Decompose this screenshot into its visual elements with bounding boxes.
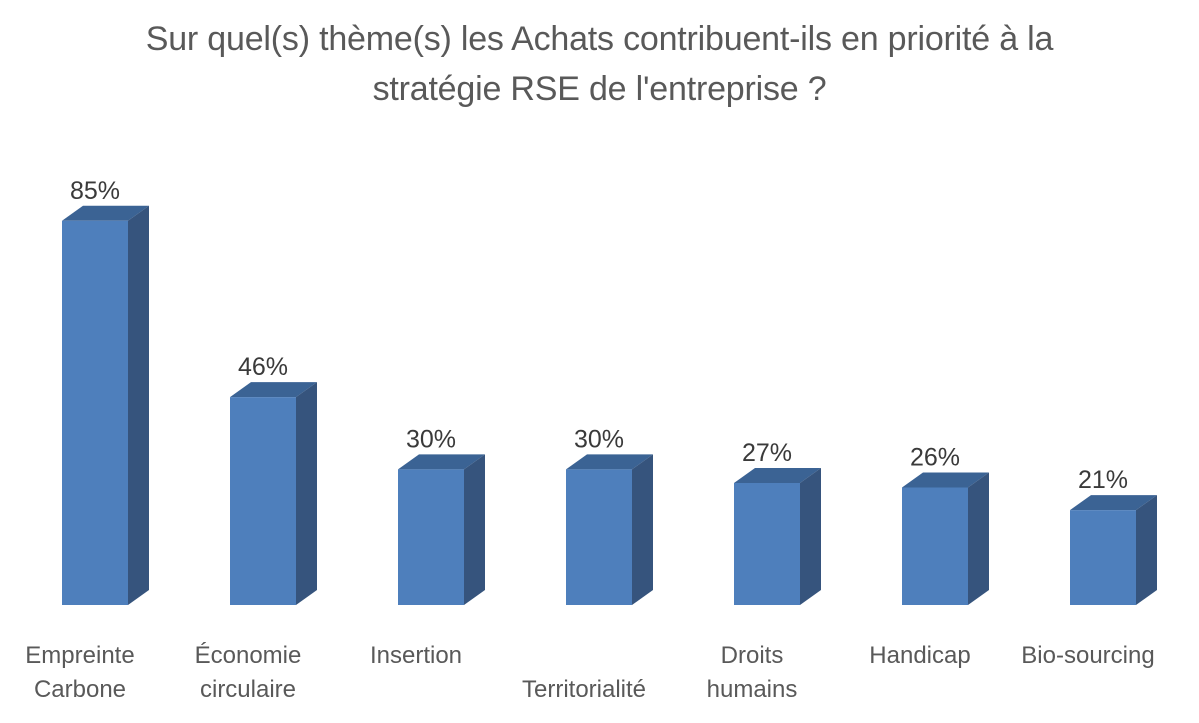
bar-front-face [566,469,632,605]
bar-top-face [230,382,317,398]
bar-top-face [902,472,989,488]
bar-side-face [968,472,989,605]
chart-title-line-1: Sur quel(s) thème(s) les Achats contribu… [145,20,1054,58]
bar-economie-circulaire [230,382,317,605]
category-label-empreinte-carbone: Carbone [34,676,126,703]
bar-front-face [1070,510,1136,605]
chart-title: Sur quel(s) thème(s) les Achats contribu… [0,14,1199,114]
bar-top-face [734,467,821,483]
bar-front-face [734,482,800,605]
category-label-droits-humains: Droits [721,642,784,669]
bar-front-face [902,487,968,605]
bar-front-face [62,220,128,606]
bar-top-face [62,205,149,221]
chart-title-line-2: stratégie RSE de l'entreprise ? [372,70,827,108]
bar-top-face [566,454,653,470]
category-label-territorialite: Territorialité [522,676,646,703]
bar-side-face [296,382,317,605]
category-label-droits-humains: humains [707,676,798,703]
bar-side-face [1136,495,1157,605]
bar-side-face [464,454,485,605]
bar-territorialite [566,454,653,605]
bar-value-label: 26% [910,443,960,471]
category-label-economie-circulaire: circulaire [200,676,296,703]
bar-droits-humains [734,467,821,605]
bar-insertion [398,454,485,605]
bar-value-label: 30% [406,425,456,453]
bar-side-face [632,454,653,605]
category-label-bio-sourcing: Bio-sourcing [1021,642,1154,669]
category-label-handicap: Handicap [869,642,970,669]
bar-top-face [398,454,485,470]
bar-side-face [128,205,149,606]
bar-value-label: 46% [238,353,288,381]
bar-front-face [398,469,464,605]
bar-bio-sourcing [1070,495,1157,605]
category-label-insertion: Insertion [370,642,462,669]
bar-side-face [800,467,821,605]
bar-value-label: 85% [70,177,120,205]
bar-top-face [1070,495,1157,511]
bar-value-label: 27% [742,439,792,467]
bar-value-label: 21% [1078,466,1128,494]
bar-handicap [902,472,989,605]
bar-empreinte-carbone [62,205,149,606]
bar-front-face [230,397,296,605]
category-label-empreinte-carbone: Empreinte [25,642,134,669]
bar-value-label: 30% [574,425,624,453]
category-label-economie-circulaire: Économie [195,642,302,669]
